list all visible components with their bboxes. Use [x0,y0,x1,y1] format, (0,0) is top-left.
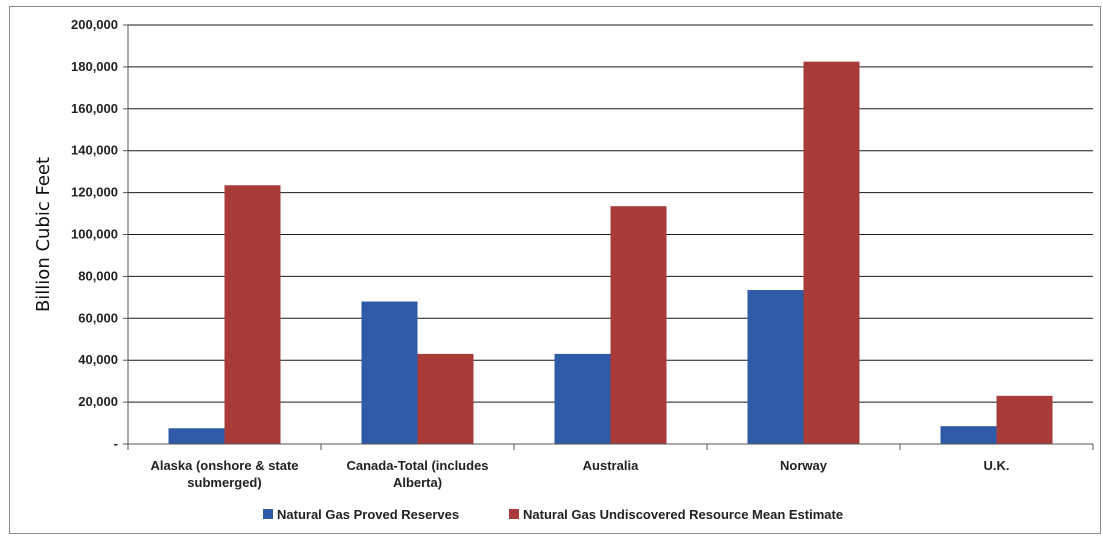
bar-undiscovered-resource [610,206,667,444]
x-tick-label: Norway [780,458,828,473]
y-tick-label: 160,000 [71,101,118,116]
chart-frame [9,6,1101,534]
legend-swatch [509,509,519,519]
bar-undiscovered-resource [996,395,1053,444]
y-tick-label: 200,000 [71,17,118,32]
gridlines [128,24,1093,403]
y-tick-label: 140,000 [71,143,118,158]
y-tick-label: 60,000 [78,310,118,325]
bar-proved-reserves [361,301,418,444]
x-axis-ticks: Alaska (onshore & state submerged) Canada-… [127,444,1094,490]
x-tick-label: U.K. [984,458,1010,473]
y-tick-label: 120,000 [71,185,118,200]
bar-proved-reserves [168,428,225,444]
bar-undiscovered-resource [803,61,860,444]
y-axis-ticks: - 20,000 40,000 60,000 80,000 100,000 120,000 1… [71,17,128,451]
bar-proved-reserves [940,426,997,444]
legend: Natural Gas Proved Reserves Natural Gas U… [263,507,843,522]
y-tick-label: 100,000 [71,227,118,242]
legend-label: Natural Gas Undiscovered Resource Mean E… [523,507,843,522]
x-tick-label: Canada-Total (includes Alberta) [346,458,488,490]
legend-label: Natural Gas Proved Reserves [277,507,459,522]
bar-proved-reserves [554,353,611,444]
y-tick-label: - [114,436,118,451]
axes [127,25,1093,445]
y-axis-title: Billion Cubic Feet [33,157,54,312]
y-tick-label: 180,000 [71,59,118,74]
y-tick-label: 40,000 [78,352,118,367]
bar-undiscovered-resource [417,353,474,444]
y-tick-label: 80,000 [78,268,118,283]
x-tick-label: Alaska (onshore & state submerged) [150,458,298,490]
legend-swatch [263,509,273,519]
x-tick-label: Australia [583,458,639,473]
bar-undiscovered-resource [224,185,281,444]
bars [168,61,1053,444]
bar-proved-reserves [747,290,804,444]
y-tick-label: 20,000 [78,394,118,409]
